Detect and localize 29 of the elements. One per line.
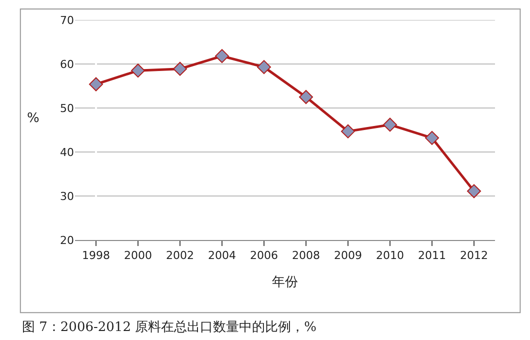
point <box>299 90 313 104</box>
caption: 图 7：2006-2012 原料在总出口数量中的比例，% <box>22 320 316 335</box>
y-axis-title: % <box>27 111 40 126</box>
y-tick-label: 50 <box>60 102 74 115</box>
x-tick-label: 2008 <box>292 249 320 262</box>
x-tick-label: 2011 <box>418 249 446 262</box>
point <box>131 64 145 78</box>
point <box>341 124 355 138</box>
y-tick-label: 70 <box>60 14 74 27</box>
point <box>215 49 229 64</box>
x-tick-label: 2002 <box>166 249 194 262</box>
x-tick-label: 2012 <box>460 249 488 262</box>
point <box>173 62 187 76</box>
y-tick-label: 60 <box>60 58 74 71</box>
x-tick-label: 2006 <box>250 249 278 262</box>
x-tick-label: 2004 <box>208 249 236 262</box>
x-tick-label: 1998 <box>82 249 110 262</box>
x-axis-title: 年份 <box>272 274 298 290</box>
point <box>425 130 439 145</box>
x-tick-label: 2009 <box>334 249 362 262</box>
y-tick-label: 40 <box>60 146 74 159</box>
point <box>257 60 271 74</box>
x-tick-label: 2000 <box>124 249 152 262</box>
x-tick-label: 2010 <box>376 249 404 262</box>
y-tick-label: 30 <box>60 190 74 203</box>
point <box>89 77 103 92</box>
point <box>467 184 481 198</box>
point <box>383 118 397 132</box>
y-tick-label: 20 <box>60 234 74 247</box>
